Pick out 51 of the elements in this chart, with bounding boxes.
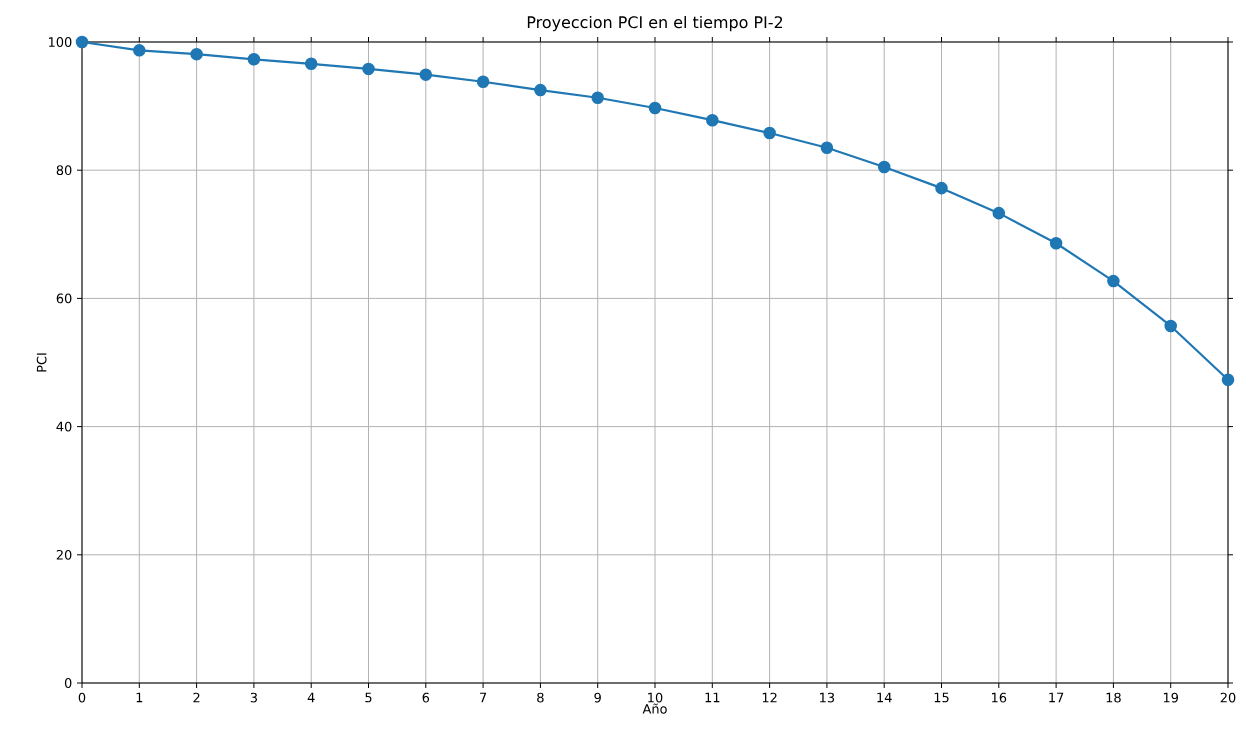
point: [935, 181, 948, 195]
y-tick-label: 100: [48, 37, 72, 47]
point: [190, 47, 203, 61]
x-tick-label: 4: [307, 692, 315, 703]
x-tick-label: 7: [480, 692, 487, 703]
point: [706, 113, 719, 127]
point: [877, 160, 891, 174]
point: [534, 83, 547, 97]
x-tick-label: 20: [1220, 692, 1236, 703]
x-tick-label: 0: [78, 692, 86, 703]
x-tick-label: 17: [1049, 692, 1064, 703]
x-tick-label: 15: [934, 692, 949, 703]
x-tick-label: 9: [594, 692, 601, 703]
point: [1049, 236, 1063, 250]
point: [133, 44, 146, 57]
x-tick-label: 13: [820, 692, 835, 703]
x-tick-label: 14: [877, 692, 892, 703]
point: [304, 57, 318, 71]
point: [476, 75, 490, 89]
point: [763, 126, 776, 140]
x-axis-title: Año: [642, 703, 667, 714]
point: [591, 91, 604, 105]
point: [992, 206, 1006, 220]
x-tick-label: 8: [537, 692, 544, 703]
x-tick-label: 5: [365, 692, 372, 703]
x-tick-label: 12: [762, 692, 777, 703]
chart-title: Proyeccion PCI en el tiempo PI-2: [527, 15, 783, 32]
point: [419, 68, 433, 81]
x-tick-label: 18: [1106, 692, 1121, 703]
y-tick-label: 0: [64, 678, 72, 688]
y-tick-label: 40: [56, 421, 72, 432]
point: [1221, 373, 1235, 387]
point: [362, 62, 375, 76]
x-tick-label: 11: [705, 692, 720, 703]
y-tick-label: 80: [56, 165, 72, 176]
x-tick-label: 10: [648, 692, 663, 703]
point: [1164, 319, 1177, 333]
x-tick-label: 1: [136, 692, 143, 703]
point: [75, 35, 89, 49]
y-tick-label: 60: [56, 293, 72, 304]
point: [648, 101, 662, 115]
point: [247, 53, 261, 66]
x-tick-label: 16: [991, 692, 1007, 703]
y-tick-label: 20: [56, 549, 72, 560]
point: [1107, 274, 1120, 288]
point: [820, 141, 834, 155]
y-axis-title: PCI: [36, 353, 47, 372]
x-tick-label: 19: [1163, 692, 1179, 703]
x-tick-label: 3: [250, 692, 257, 703]
x-tick-label: 6: [422, 692, 430, 703]
x-tick-label: 2: [193, 692, 200, 703]
